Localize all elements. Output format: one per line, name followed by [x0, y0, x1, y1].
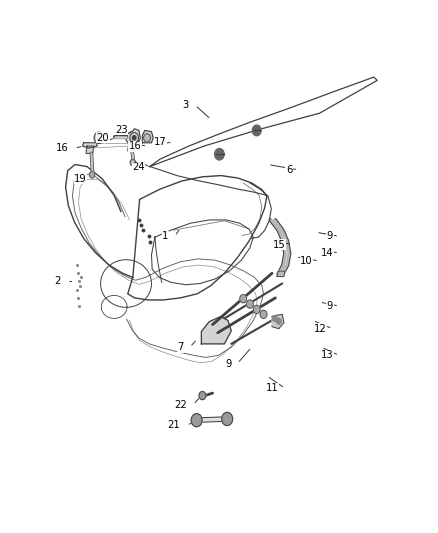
Text: 23: 23 [115, 125, 128, 135]
Circle shape [222, 413, 233, 425]
Text: 9: 9 [327, 231, 333, 241]
Text: 9: 9 [327, 301, 333, 311]
Text: 2: 2 [54, 277, 61, 286]
Text: 7: 7 [177, 342, 184, 352]
Circle shape [199, 391, 206, 400]
Text: 11: 11 [266, 383, 279, 393]
Polygon shape [201, 317, 231, 344]
Text: 1: 1 [162, 231, 169, 241]
Circle shape [276, 318, 281, 324]
Polygon shape [128, 144, 137, 151]
Polygon shape [270, 220, 290, 274]
Text: 14: 14 [321, 248, 333, 258]
Circle shape [97, 135, 101, 140]
Circle shape [191, 414, 202, 427]
Circle shape [247, 300, 253, 308]
Text: 3: 3 [183, 100, 189, 110]
Circle shape [130, 133, 138, 143]
Circle shape [253, 305, 260, 313]
Polygon shape [126, 129, 140, 144]
Circle shape [252, 125, 261, 136]
Text: 22: 22 [174, 400, 187, 409]
Circle shape [144, 134, 151, 142]
Text: 19: 19 [74, 174, 87, 184]
Text: 12: 12 [314, 324, 326, 334]
Circle shape [272, 316, 277, 321]
Text: 24: 24 [132, 163, 145, 172]
Text: 9: 9 [225, 359, 231, 368]
Circle shape [89, 172, 95, 178]
Polygon shape [272, 314, 284, 329]
Circle shape [240, 295, 247, 303]
Text: 13: 13 [321, 350, 333, 360]
Polygon shape [83, 133, 106, 148]
Text: 16: 16 [129, 141, 141, 151]
Circle shape [94, 132, 104, 143]
Text: 21: 21 [168, 420, 180, 430]
Circle shape [130, 159, 135, 166]
Circle shape [215, 149, 224, 160]
Polygon shape [86, 146, 94, 154]
Circle shape [260, 310, 267, 318]
Text: 10: 10 [300, 256, 313, 266]
Text: 15: 15 [273, 239, 286, 249]
Polygon shape [277, 271, 285, 277]
Text: 17: 17 [154, 137, 167, 147]
Text: 6: 6 [286, 165, 293, 175]
Circle shape [132, 136, 136, 140]
Text: 16: 16 [56, 143, 68, 153]
Text: 20: 20 [96, 133, 109, 143]
Polygon shape [142, 131, 153, 143]
